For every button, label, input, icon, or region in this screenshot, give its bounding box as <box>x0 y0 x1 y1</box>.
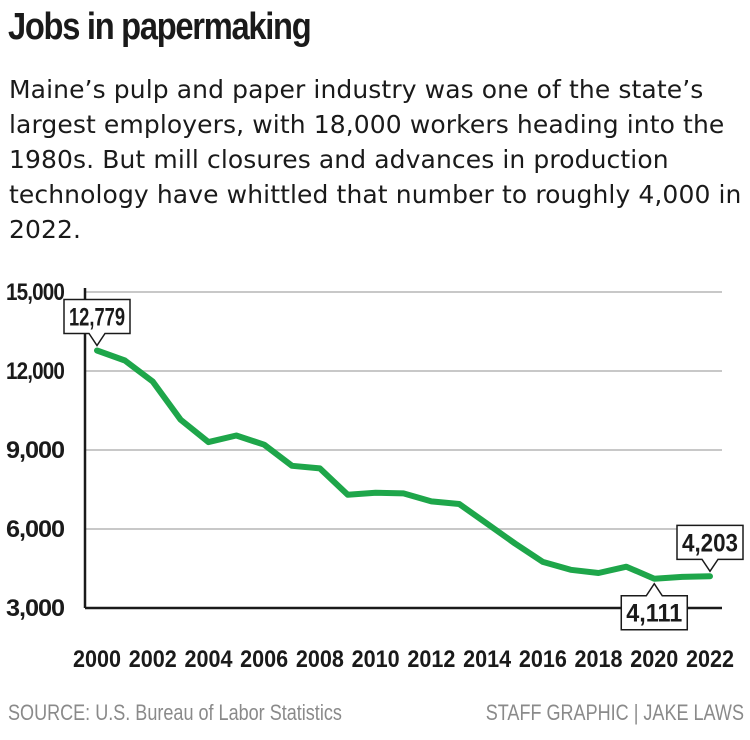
y-tick-label: 15,000 <box>6 279 65 306</box>
callout-box <box>63 298 131 347</box>
data-label: 12,779 <box>69 303 125 331</box>
x-tick-label: 2014 <box>463 646 512 673</box>
y-tick-label: 9,000 <box>6 437 65 464</box>
callout-box <box>676 524 744 573</box>
x-tick-label: 2004 <box>184 646 233 673</box>
x-tick-label: 2018 <box>575 646 623 673</box>
x-tick-label: 2000 <box>73 646 121 673</box>
y-tick-label: 3,000 <box>6 595 65 622</box>
source-note: SOURCE: U.S. Bureau of Labor Statistics <box>8 700 342 725</box>
x-tick-label: 2006 <box>240 646 288 673</box>
chart-subtitle: Maine’s pulp and paper industry was one … <box>9 75 742 244</box>
graphic-credit: STAFF GRAPHIC | JAKE LAWS <box>485 700 744 725</box>
x-tick-label: 2020 <box>630 646 678 673</box>
x-tick-label: 2012 <box>407 646 455 673</box>
callout-box <box>620 582 689 631</box>
x-tick-label: 2016 <box>519 646 567 673</box>
y-tick-label: 12,000 <box>6 358 65 385</box>
series-line-jobs <box>94 347 713 582</box>
x-tick-label: 2022 <box>686 646 734 673</box>
data-label: 4,203 <box>682 529 738 557</box>
x-tick-label: 2008 <box>296 646 344 673</box>
data-label: 4,111 <box>626 600 682 628</box>
y-tick-label: 6,000 <box>6 516 65 543</box>
x-tick-label: 2002 <box>129 646 177 673</box>
chart-title: Jobs in papermaking <box>8 6 312 48</box>
x-tick-label: 2010 <box>352 646 400 673</box>
